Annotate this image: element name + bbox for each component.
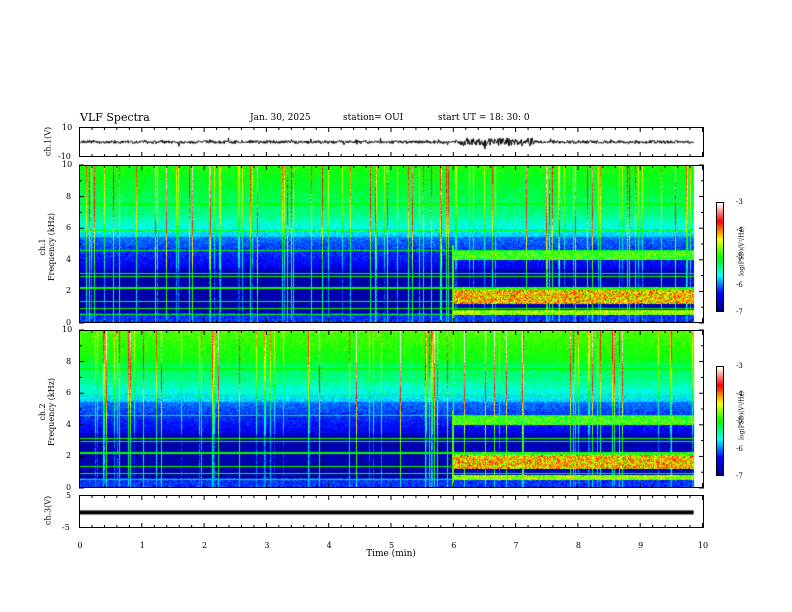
- ch2-colorbar-tick: -3: [736, 362, 743, 370]
- ch1-colorbar: [716, 202, 724, 312]
- ch1-spectrogram-ytick: 10: [62, 160, 73, 169]
- ch1-ytick-bottom: -10: [58, 152, 71, 161]
- ch2-spectrogram-ytick: 0: [66, 483, 72, 492]
- ch2-spectrogram-ytick: 8: [66, 356, 72, 366]
- start-time-label: start UT = 18: 30: 0: [438, 113, 530, 123]
- ch1-colorbar-tick: -7: [736, 308, 743, 316]
- x-tick-label: 4: [326, 541, 332, 550]
- ch2-colorbar-tick: -7: [736, 472, 743, 480]
- ch1-colorbar-tick: -6: [736, 280, 743, 289]
- ch1-spectrogram-ytick: 2: [66, 286, 72, 296]
- ch1-colorbar-tick: -3: [736, 198, 743, 206]
- ch2-colorbar-gradient: [717, 367, 723, 475]
- ch1-waveform-panel: [79, 127, 704, 157]
- x-tick-label: 9: [638, 541, 644, 550]
- ch1-colorbar-gradient: [717, 203, 723, 311]
- ch2-spectrogram-ytick: 6: [66, 388, 72, 398]
- ch1-spectrogram-panel: [79, 165, 704, 323]
- ch2-colorbar-tick: -4: [736, 389, 743, 398]
- ch1-colorbar-tick: -5: [736, 253, 743, 261]
- ch1-spectrogram-ytick: 0: [66, 318, 72, 327]
- ch2-spectrogram-ytick: 10: [62, 325, 73, 334]
- x-tick-label: 0: [77, 541, 83, 550]
- ch1-ytick-top: 10: [62, 123, 73, 132]
- x-tick-label: 2: [202, 541, 208, 550]
- ch2-spectrogram-ytick: 4: [66, 419, 72, 429]
- ch1-waveform-trace: [80, 128, 703, 156]
- x-tick-label: 6: [451, 541, 457, 550]
- ch2-colorbar-tick: -5: [736, 417, 743, 425]
- x-tick-label: 10: [697, 541, 709, 550]
- ch1-spectrogram-ytick: 4: [66, 254, 72, 264]
- x-tick-label: 3: [264, 541, 270, 550]
- ch3-ytick-top: 5: [66, 491, 72, 500]
- ch1-spectrogram-heatmap: [80, 166, 703, 322]
- x-axis-title: Time (min): [366, 549, 416, 559]
- x-tick-label: 8: [575, 541, 581, 550]
- x-tick-label: 1: [139, 541, 145, 550]
- ch3-waveform-trace: [80, 496, 703, 527]
- x-tick-label: 7: [513, 541, 519, 550]
- ch2-colorbar: [716, 366, 724, 476]
- ch2-spectrogram-ytick: 2: [66, 451, 72, 461]
- ch1-colorbar-tick: -4: [736, 225, 743, 234]
- station-label: station= OUI: [343, 113, 404, 123]
- ch2-colorbar-tick: -6: [736, 444, 743, 453]
- ch1-spectrogram-ytick: 6: [66, 223, 72, 233]
- ch1-spectrogram-ytick: 8: [66, 191, 72, 201]
- ch2-spectrogram-heatmap: [80, 331, 703, 487]
- date-label: Jan. 30, 2025: [250, 113, 311, 123]
- ch3-ytick-bottom: -5: [62, 523, 70, 532]
- ch2-spectrogram-panel: [79, 330, 704, 488]
- x-tick-label: 5: [388, 541, 395, 550]
- chart-title: VLF Spectra: [80, 111, 150, 124]
